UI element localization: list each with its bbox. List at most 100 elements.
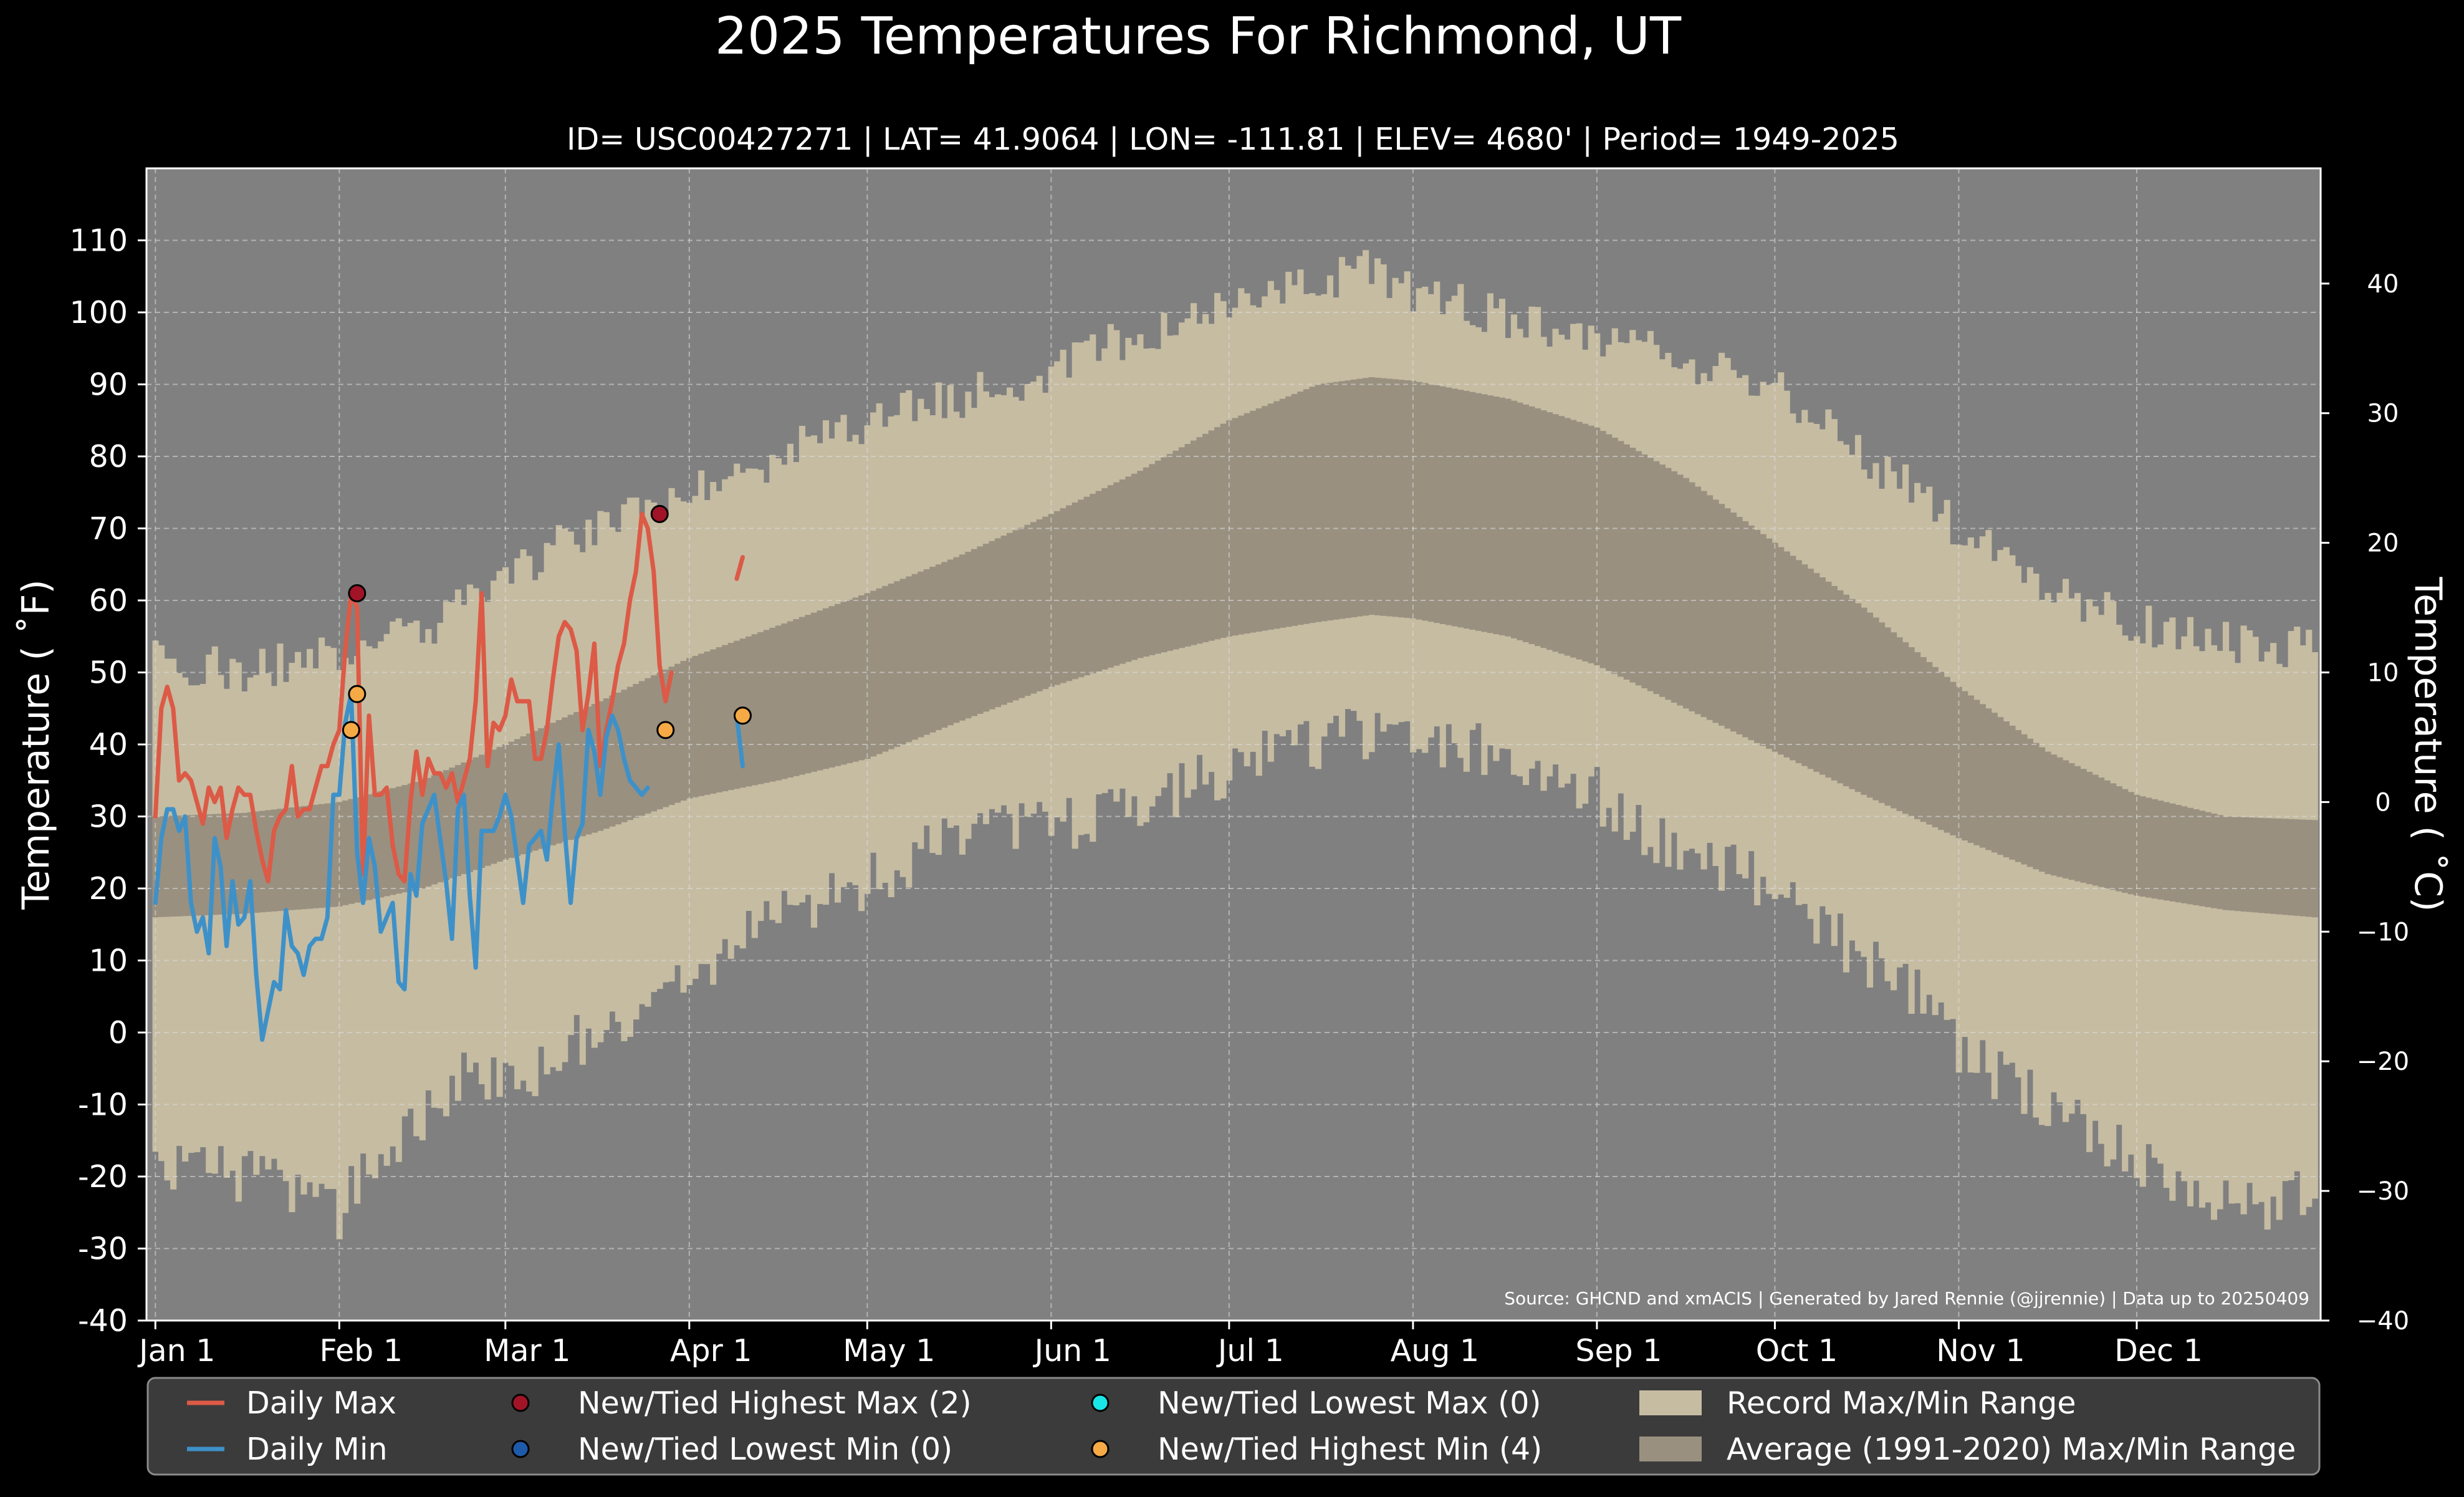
- average-range-bar: [2056, 757, 2063, 877]
- average-range-bar: [1528, 406, 1535, 645]
- legend-label: Daily Min: [246, 1432, 388, 1467]
- average-range-bar: [1095, 491, 1102, 671]
- average-range-bar: [656, 672, 663, 809]
- y2-tick-label: −10: [2357, 918, 2409, 946]
- record-range-bar: [182, 677, 189, 1162]
- chart-title: 2025 Temperatures For Richmond, UT: [715, 7, 1682, 66]
- average-range-bar: [2157, 801, 2164, 900]
- average-range-bar: [1498, 397, 1506, 635]
- average-range-bar: [2163, 802, 2170, 901]
- y-axis-label: Temperature ( ˚F): [14, 579, 58, 910]
- average-range-bar: [1054, 511, 1061, 685]
- average-range-bar: [1694, 486, 1702, 715]
- daily-min-line: [153, 691, 650, 1042]
- average-range-bar: [1967, 695, 1974, 843]
- average-range-bar: [1338, 381, 1346, 619]
- average-range-bar: [822, 608, 830, 769]
- y2-tick-label: 10: [2367, 659, 2399, 688]
- record-range-bar: [2134, 636, 2140, 1178]
- average-range-bar: [1564, 418, 1571, 656]
- average-range-bar: [2235, 817, 2241, 912]
- grid-lines: [146, 168, 2321, 1321]
- average-range-bar: [1493, 396, 1500, 635]
- average-range-bar: [1962, 691, 1968, 840]
- average-range-bar: [2063, 760, 2069, 878]
- average-range-bar: [2193, 809, 2200, 905]
- average-range-bar: [1071, 502, 1078, 680]
- average-range-bar: [2270, 818, 2277, 914]
- average-range-bar: [1060, 508, 1067, 683]
- record-range-bar: [188, 685, 194, 1153]
- average-range-bar: [1807, 569, 1814, 769]
- average-range-bar: [923, 569, 930, 735]
- legend: Daily Max Daily Min New/Tied Highest Max (…: [146, 1377, 2321, 1476]
- average-range-bar: [1754, 529, 1761, 743]
- record-range-bar: [2252, 637, 2259, 1205]
- record-range-bar: [265, 673, 272, 1170]
- y-tick-label: 0: [108, 1015, 128, 1051]
- highest-min-marker: [656, 721, 675, 739]
- daily-min-line-april: [734, 713, 745, 769]
- average-range-bar: [1404, 380, 1411, 619]
- average-range-bar: [194, 814, 201, 916]
- y-tick-label: 50: [89, 655, 128, 691]
- average-range-bar: [1505, 398, 1512, 637]
- average-range-bar: [1985, 708, 1992, 850]
- average-range-bar: [935, 564, 942, 730]
- average-range-bar: [882, 585, 889, 752]
- average-range-bar: [478, 754, 486, 868]
- average-range-bar: [870, 590, 877, 757]
- average-range-bar: [1635, 451, 1642, 686]
- record-range-bar: [271, 686, 277, 1159]
- average-range-bar: [1831, 585, 1838, 781]
- average-range-bar: [989, 541, 995, 710]
- record-range-bar: [2235, 663, 2241, 1203]
- average-range-bar: [1778, 547, 1785, 755]
- average-range-bar: [698, 653, 705, 796]
- average-range-bar: [929, 567, 936, 733]
- average-range-bar: [1950, 681, 1957, 835]
- average-range-bar: [1825, 581, 1832, 778]
- average-range-bar: [1884, 627, 1891, 806]
- average-range-bar: [484, 752, 491, 866]
- y-tick-label: -10: [78, 1087, 128, 1123]
- record-range-bar: [235, 662, 242, 1202]
- average-range-bar: [769, 627, 776, 782]
- average-range-bar: [1730, 513, 1737, 732]
- y-tick-label: 110: [69, 223, 128, 259]
- average-range-bar: [781, 623, 788, 779]
- average-range-bar: [229, 813, 236, 915]
- average-range-bar: [2306, 819, 2313, 917]
- average-range-bar: [253, 811, 260, 913]
- average-range-bar: [378, 791, 385, 898]
- average-range-bar: [1303, 389, 1310, 624]
- average-range-bar: [716, 647, 722, 792]
- average-range-bar: [2074, 766, 2081, 882]
- average-range-bar: [1451, 388, 1458, 627]
- x-tick-label: Apr 1: [670, 1333, 752, 1369]
- average-range-bar: [538, 728, 545, 849]
- record-range-bar: [2306, 630, 2313, 1207]
- average-range-bar: [1012, 530, 1019, 701]
- average-range-bar: [1606, 434, 1613, 671]
- average-range-bar: [1790, 556, 1796, 761]
- highest-min-marker: [342, 721, 360, 739]
- average-range-bar: [1161, 457, 1167, 653]
- record-range-bar: [348, 664, 355, 1167]
- y2-tick-label: −40: [2357, 1307, 2409, 1336]
- legend-items: Daily Max Daily Min New/Tied Highest Max (…: [187, 1385, 2296, 1467]
- average-range-bar: [330, 802, 337, 907]
- x-tick-label: Oct 1: [1756, 1333, 1838, 1369]
- average-range-bar: [1795, 560, 1802, 764]
- average-range-bar: [2181, 806, 2188, 903]
- record-range-bar: [2282, 667, 2289, 1182]
- average-range-bar: [2169, 803, 2176, 902]
- average-range-bar: [1837, 590, 1844, 784]
- record-range-bar: [253, 675, 260, 1175]
- average-range-bar: [1665, 468, 1672, 700]
- average-range-bar: [1184, 443, 1191, 647]
- legend-swatch-marker: [511, 1440, 530, 1458]
- record-range-bar: [419, 642, 426, 1140]
- y-tick-label: 80: [89, 439, 128, 474]
- average-range-bar: [1019, 527, 1025, 698]
